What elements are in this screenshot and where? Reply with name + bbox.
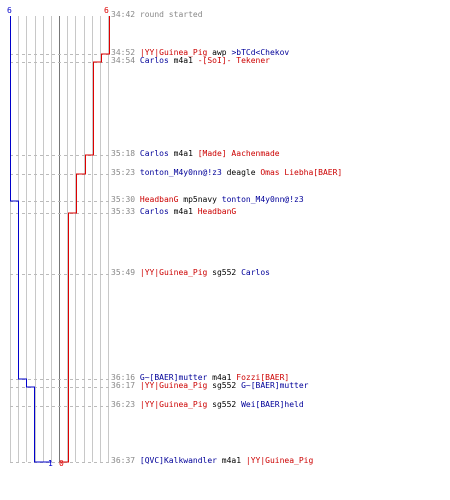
weapon-name: sg552 [207, 400, 242, 409]
log-timestamp: 34:54 [111, 56, 140, 65]
blue-player-name: G~[BAER]mutter [241, 381, 309, 390]
log-timestamp: 36:17 [111, 381, 140, 390]
weapon-name: deagle [221, 168, 261, 177]
red-player-name: Fozzi[BAER] [236, 373, 290, 382]
log-timestamp: 35:18 [111, 149, 140, 158]
red-player-name: |YY|Guinea_Pig [245, 456, 314, 465]
log-entry: 35:30 HeadbanG mp5navy tonton_M4y0nn@!z3 [111, 195, 304, 205]
blue-player-name: Carlos [241, 268, 270, 277]
log-entry: 36:37 [QVC]Kalkwandler m4a1 |YY|Guinea_P… [111, 456, 313, 466]
blue-player-name: G~[BAER]mutter [139, 373, 208, 382]
blue-player-name: Carlos [139, 56, 169, 65]
blue-start-count: 6 [7, 6, 12, 15]
log-entry: 36:17 |YY|Guinea_Pig sg552 G~[BAER]mutte… [111, 381, 309, 391]
log-timestamp: 35:30 [111, 195, 140, 204]
log-timestamp: 34:42 [111, 10, 140, 19]
weapon-name: sg552 [207, 268, 242, 277]
log-timestamp: 36:23 [111, 400, 140, 409]
blue-player-name: Carlos [139, 149, 169, 158]
weapon-name: m4a1 [207, 373, 237, 382]
weapon-name: sg552 [207, 381, 242, 390]
weapon-name: m4a1 [168, 56, 198, 65]
weapon-name: m4a1 [216, 456, 246, 465]
log-timestamp: 34:52 [111, 48, 140, 57]
red-player-name: |YY|Guinea_Pig [139, 400, 208, 409]
blue-player-name: tonton_M4y0nn@!z3 [221, 195, 304, 204]
red-start-count: 6 [104, 6, 109, 15]
log-note: round started [139, 10, 203, 19]
weapon-name: mp5navy [178, 195, 222, 204]
log-timestamp: 35:23 [111, 168, 140, 177]
red-player-name: Omas Liebha[BAER] [260, 168, 343, 177]
red-player-name: HeadbanG [197, 207, 237, 216]
log-timestamp: 35:33 [111, 207, 140, 216]
log-entry: 36:16 G~[BAER]mutter m4a1 Fozzi[BAER] [111, 373, 289, 383]
log-entry: 34:54 Carlos m4a1 -[SoI]- Tekener [111, 56, 270, 66]
weapon-name: m4a1 [168, 207, 198, 216]
red-player-name: HeadbanG [139, 195, 179, 204]
blue-end-count: 1 [48, 459, 53, 468]
log-entry: 34:42 round started [111, 10, 203, 20]
log-timestamp: 36:16 [111, 373, 140, 382]
red-player-name: -[SoI]- Tekener [197, 56, 270, 65]
red-player-name: |YY|Guinea_Pig [139, 268, 208, 277]
event-guide-lines [10, 54, 111, 463]
log-entry: 35:33 Carlos m4a1 HeadbanG [111, 207, 236, 217]
blue-team-alive-line [10, 16, 52, 463]
blue-player-name: >bTCd<Chekov [231, 48, 290, 57]
red-end-count: 0 [59, 459, 64, 468]
weapon-name: m4a1 [168, 149, 198, 158]
log-timestamp: 36:37 [111, 456, 140, 465]
red-player-name: |YY|Guinea_Pig [139, 381, 208, 390]
blue-player-name: tonton_M4y0nn@!z3 [139, 168, 222, 177]
log-entry: 35:23 tonton_M4y0nn@!z3 deagle Omas Lieb… [111, 168, 342, 178]
blue-player-name: Carlos [139, 207, 169, 216]
red-player-name: [Made] Aachenmade [197, 149, 280, 158]
log-entry: 35:49 |YY|Guinea_Pig sg552 Carlos [111, 268, 270, 278]
blue-player-name: Wei[BAER]held [241, 400, 304, 409]
red-player-name: |YY|Guinea_Pig [139, 48, 208, 57]
log-entry: 34:52 |YY|Guinea_Pig awp >bTCd<Chekov [111, 48, 289, 58]
weapon-name: awp [207, 48, 232, 57]
log-timestamp: 35:49 [111, 268, 140, 277]
blue-player-name: [QVC]Kalkwandler [139, 456, 217, 465]
red-team-alive-line [60, 16, 110, 463]
log-entry: 36:23 |YY|Guinea_Pig sg552 Wei[BAER]held [111, 400, 304, 410]
log-entry: 35:18 Carlos m4a1 [Made] Aachenmade [111, 149, 280, 159]
